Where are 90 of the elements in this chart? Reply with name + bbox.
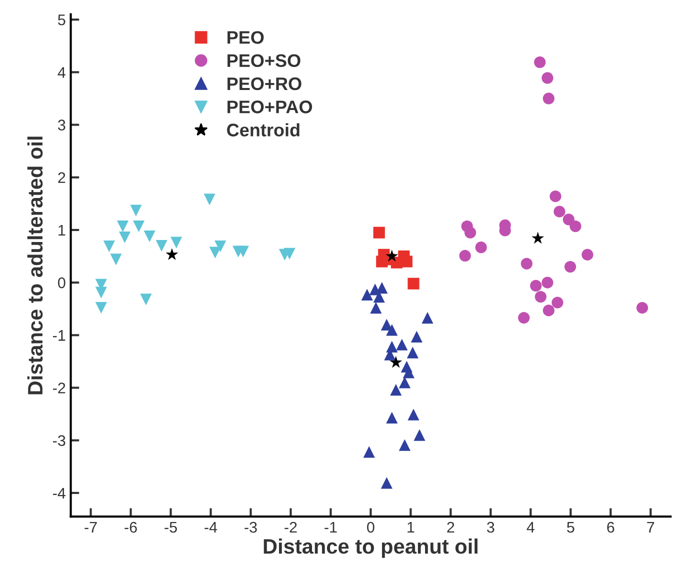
x-tick-label: 5 <box>567 522 574 533</box>
y-axis-title: Distance to adulterated oil <box>27 136 43 394</box>
x-tick-label: 1 <box>408 522 414 533</box>
x-tick-label: -6 <box>124 522 137 533</box>
y-tick-label: 2 <box>58 172 66 183</box>
x-tick-label: 7 <box>647 522 654 533</box>
point <box>396 338 408 350</box>
point <box>170 236 182 248</box>
point <box>376 256 388 268</box>
point <box>542 72 554 84</box>
x-tick-label: -4 <box>204 522 218 533</box>
point <box>564 260 576 273</box>
point <box>204 194 216 206</box>
point <box>570 220 582 232</box>
x-tick-label: 4 <box>526 522 534 533</box>
point <box>550 190 562 202</box>
point <box>534 290 546 303</box>
point <box>95 286 107 298</box>
point <box>386 250 398 262</box>
point <box>530 280 542 292</box>
y-tick-label: 3 <box>58 120 66 130</box>
point <box>414 429 426 441</box>
point <box>386 324 398 336</box>
y-tick-label: -3 <box>53 435 66 446</box>
point <box>144 230 156 242</box>
point <box>130 204 142 216</box>
point <box>110 254 122 266</box>
point <box>390 384 402 396</box>
point <box>390 356 402 368</box>
point <box>237 246 249 258</box>
point <box>408 408 420 420</box>
point <box>406 346 418 358</box>
y-tick-label: 1 <box>58 225 66 236</box>
point <box>459 250 471 262</box>
point <box>132 220 145 232</box>
legend-label: PEO+PAO <box>228 100 312 114</box>
point <box>422 312 434 324</box>
point <box>636 302 648 314</box>
point <box>214 240 226 252</box>
legend-label: PEO+SO <box>228 54 300 68</box>
y-tick-label: 5 <box>58 14 66 26</box>
point <box>118 232 131 244</box>
point <box>398 439 410 451</box>
x-tick-label: -1 <box>324 522 337 533</box>
legend-label: Centroid <box>227 123 300 136</box>
x-axis-title: Distance to peanut oil <box>264 538 478 558</box>
point <box>116 220 129 232</box>
y-tick-label: -4 <box>53 488 66 498</box>
point <box>103 240 115 252</box>
point <box>410 330 422 343</box>
point <box>156 240 168 252</box>
legend-label: PEO+RO <box>228 77 302 90</box>
point <box>408 278 420 290</box>
x-tick-label: -2 <box>284 522 297 533</box>
point <box>284 248 296 260</box>
point <box>464 226 476 238</box>
point <box>562 214 574 226</box>
point <box>542 92 554 104</box>
point <box>370 302 382 314</box>
point <box>166 248 178 260</box>
point <box>542 304 554 316</box>
legend-label: PEO <box>228 31 264 44</box>
y-tick-label: -2 <box>53 382 66 394</box>
x-tick-label: -7 <box>84 522 97 533</box>
point <box>361 288 373 300</box>
x-tick-label: 0 <box>367 522 374 533</box>
y-tick-label: 4 <box>58 67 66 78</box>
x-tick-label: 6 <box>607 522 614 533</box>
x-tick-label: -3 <box>244 522 257 533</box>
point <box>534 56 546 68</box>
point <box>532 232 544 244</box>
point <box>386 412 398 424</box>
point <box>363 446 375 458</box>
point <box>398 376 410 388</box>
point <box>380 477 393 489</box>
point <box>582 248 594 261</box>
point <box>554 206 566 218</box>
y-tick-label: -1 <box>53 330 66 341</box>
point <box>140 294 152 306</box>
point <box>95 302 107 314</box>
x-tick-label: 3 <box>487 522 494 533</box>
point <box>475 242 487 254</box>
point <box>542 276 554 288</box>
point <box>518 312 530 324</box>
x-tick-label: -5 <box>164 522 177 533</box>
point <box>520 258 532 270</box>
point <box>552 296 564 308</box>
y-tick-label: 0 <box>58 277 66 288</box>
x-tick-label: 2 <box>447 522 454 533</box>
point <box>373 226 385 238</box>
